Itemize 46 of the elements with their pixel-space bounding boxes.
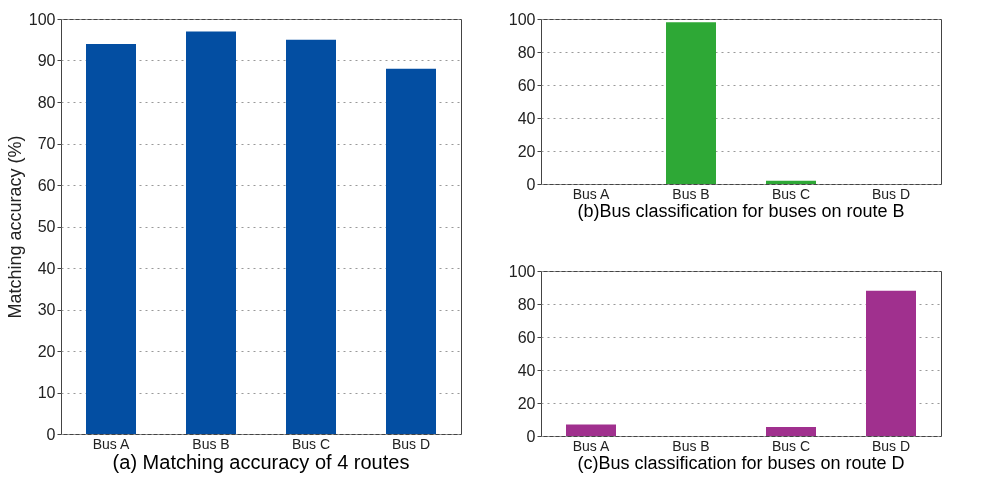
bar [386,68,436,434]
y-tick-label: 10 [37,384,56,401]
bar [766,426,816,436]
y-tick-label: 60 [517,328,536,346]
bar [286,39,336,434]
y-tick-label: 30 [37,301,56,318]
text: (c)Bus classification for buses on route D [577,453,905,473]
y-tick-label: 40 [37,259,56,277]
y-tick-label: 100 [508,10,536,28]
y-tick-label: 20 [517,142,536,160]
x-tick-label: Bus D [871,437,911,454]
bar [866,290,916,436]
x-tick-label: Bus C [771,185,811,202]
y-tick-label: 100 [28,10,56,28]
y-tick-label: 40 [517,361,536,379]
y-tick-label: 80 [517,43,536,61]
y-tick-label: 60 [37,176,56,194]
bar [86,43,136,434]
x-tick-label: Bus A [572,437,610,454]
x-tick-label: Bus C [771,437,811,454]
y-tick-label: 20 [37,342,56,360]
y-tick-label: 0 [526,175,536,193]
x-tick-label: Bus D [391,435,431,452]
y-tick-label: 40 [517,109,536,127]
y-tick-label: 80 [37,93,56,111]
y-tick-label: 100 [508,262,536,280]
text: (b)Bus classification for buses on route B [577,201,905,221]
x-tick-label: Bus A [92,435,130,452]
y-tick-label: 20 [517,394,536,412]
x-tick-label: Bus B [672,437,710,454]
y-axis-title: Matching accuracy (%) [4,135,25,319]
x-tick-label: Bus B [672,185,710,202]
bar [566,424,616,436]
y-tick-label: 90 [37,52,56,69]
x-tick-label: Bus D [871,185,911,202]
x-tick-label: Bus C [291,435,331,452]
y-tick-label: 0 [46,425,56,443]
x-tick-label: Bus B [192,435,230,452]
y-tick-label: 80 [517,295,536,313]
y-tick-label: 0 [526,427,536,445]
text: (a) Matching accuracy of 4 routes [112,451,410,473]
y-tick-label: 50 [37,218,56,235]
bar [186,31,236,434]
y-tick-label: 70 [37,135,56,152]
x-tick-label: Bus A [572,185,610,202]
y-tick-label: 60 [517,76,536,94]
